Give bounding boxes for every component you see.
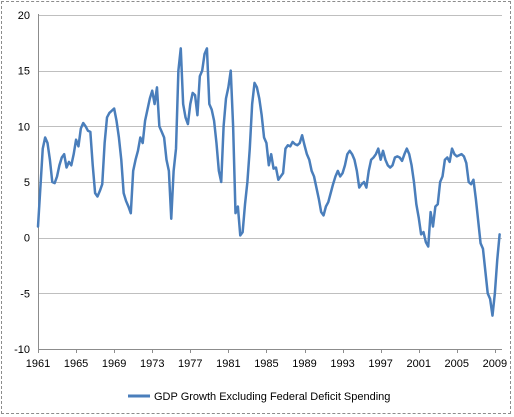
y-tick-label: -5 (20, 288, 30, 300)
y-tick-label: 15 (18, 66, 30, 78)
legend-label: GDP Growth Excluding Federal Deficit Spe… (154, 391, 390, 403)
legend: GDP Growth Excluding Federal Deficit Spe… (128, 391, 390, 403)
x-tick-label: 1993 (330, 358, 354, 370)
y-tick-label: -10 (14, 344, 30, 356)
x-tick-label: 1977 (178, 358, 202, 370)
y-tick-label: 10 (18, 121, 30, 133)
x-tick-label: 1965 (64, 358, 88, 370)
x-tick-label: 1997 (368, 358, 392, 370)
x-tick-label: 1985 (254, 358, 278, 370)
x-tick-label: 1969 (102, 358, 126, 370)
x-tick-label: 2009 (483, 358, 507, 370)
x-tick-label: 1973 (140, 358, 164, 370)
x-tick-label: 2001 (406, 358, 430, 370)
y-tick-label: 0 (24, 233, 30, 245)
axes (38, 14, 502, 350)
x-tick-labels: 1961 1965 1969 1973 1977 1981 1985 1989 1993 1997… (26, 349, 507, 370)
series-line (36, 47, 501, 317)
y-tick-labels: -10 -5 0 5 10 15 20 (14, 10, 30, 356)
x-tick-label: 1981 (216, 358, 240, 370)
y-tick-label: 5 (24, 177, 30, 189)
x-tick-label: 1989 (292, 358, 316, 370)
x-tick-label: 1961 (26, 358, 50, 370)
series-layer (36, 47, 501, 317)
x-tick-label: 2005 (445, 358, 469, 370)
y-tick-label: 20 (18, 10, 30, 22)
